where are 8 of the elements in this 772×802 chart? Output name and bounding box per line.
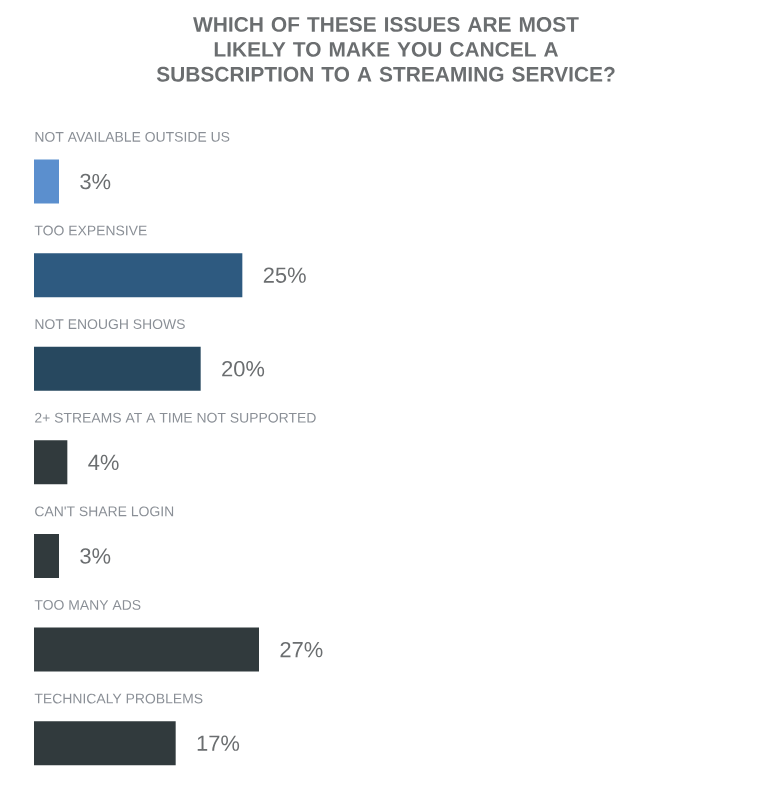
data-label: 25% bbox=[263, 267, 306, 283]
data-label: 4% bbox=[88, 454, 119, 471]
data-label: 20% bbox=[222, 361, 265, 377]
data-label: 3% bbox=[80, 548, 111, 564]
data-label: 3% bbox=[80, 173, 111, 190]
data-label: 17% bbox=[197, 735, 240, 751]
text: WHICH OF THESE ISSUES ARE MOST LIKELY TO MAKE YOU CANCEL A SUBSCRIPTION TO A STREAMING SERVICE? bbox=[156, 17, 615, 82]
data-label: 27% bbox=[280, 641, 323, 658]
